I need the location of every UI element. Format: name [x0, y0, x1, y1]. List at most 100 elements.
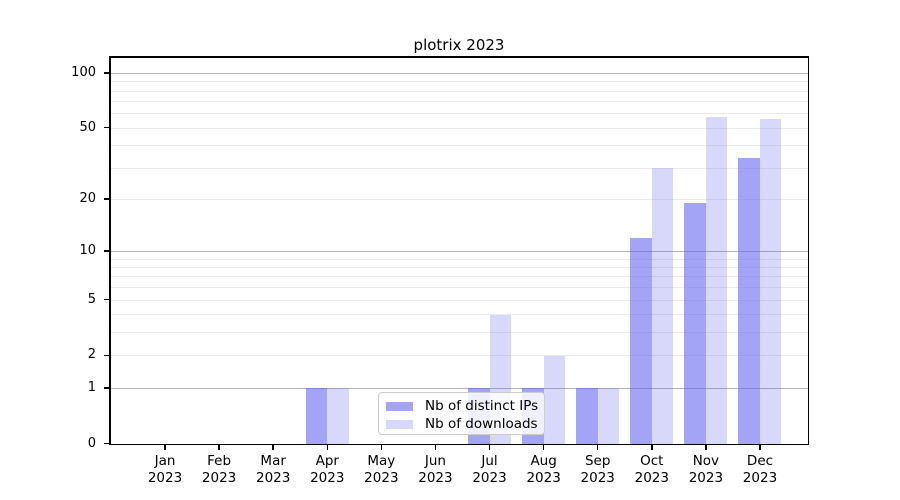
x-tick-label-line: Nov — [692, 452, 720, 469]
x-tick-label-line: Jan — [154, 452, 176, 469]
x-tick-label-line: 2023 — [310, 469, 345, 486]
x-tick-label-jun-2023: Jun 2023 — [408, 453, 462, 487]
y-tick-label-2: 2 — [87, 347, 96, 363]
x-tick-dec-2023 — [759, 445, 761, 450]
y-tick-20 — [104, 198, 109, 200]
plot-border-top — [109, 56, 809, 58]
y-tick-5 — [104, 298, 109, 301]
x-tick-label-line: Apr — [315, 452, 339, 469]
y-axis-line — [109, 56, 111, 445]
x-tick-jan-2023 — [164, 445, 166, 450]
x-tick-label-line: Aug — [530, 452, 557, 469]
bar-nb-of-downloads-apr-2023 — [327, 388, 349, 444]
x-tick-label-line: 2023 — [580, 469, 615, 486]
bar-nb-of-distinct-ips-dec-2023 — [738, 158, 760, 444]
gridline-minor-2 — [110, 355, 808, 357]
x-tick-label-line: Oct — [640, 452, 664, 469]
x-tick-label-line: Jun — [424, 452, 446, 469]
bar-nb-of-distinct-ips-nov-2023 — [684, 203, 706, 444]
x-tick-may-2023 — [380, 445, 383, 450]
x-tick-label-line: Feb — [207, 452, 232, 469]
x-tick-label-line: Sep — [584, 452, 611, 469]
y-tick-2 — [104, 354, 109, 356]
x-tick-label-sep-2023: Sep 2023 — [571, 453, 625, 487]
x-tick-label-apr-2023: Apr 2023 — [300, 453, 354, 487]
x-tick-sep-2023 — [596, 445, 599, 450]
legend: Nb of distinct IPs Nb of downloads — [378, 392, 545, 435]
x-tick-label-line: 2023 — [255, 469, 291, 486]
gridline-minor-90 — [110, 81, 808, 83]
bar-nb-of-downloads-oct-2023 — [651, 168, 674, 444]
gridline-major-100 — [110, 72, 808, 74]
legend-item-distinct-ips: Nb of distinct IPs — [386, 397, 539, 415]
x-tick-oct-2023 — [651, 445, 653, 450]
legend-swatch-distinct-ips — [386, 401, 413, 411]
x-tick-label-line: 2023 — [147, 469, 183, 486]
gridline-minor-40 — [110, 145, 808, 147]
x-tick-label-oct-2023: Oct 2023 — [625, 453, 679, 487]
gridline-minor-5 — [110, 299, 808, 301]
bar-nb-of-downloads-sep-2023 — [597, 388, 620, 444]
legend-label-distinct-ips: Nb of distinct IPs — [425, 398, 539, 414]
bar-nb-of-distinct-ips-sep-2023 — [576, 388, 598, 444]
gridline-major-1 — [110, 387, 808, 389]
gridline-major-10 — [110, 250, 808, 252]
gridline-minor-30 — [110, 167, 808, 169]
gridline-minor-70 — [110, 101, 808, 103]
legend-label-downloads: Nb of downloads — [425, 416, 538, 432]
x-tick-apr-2023 — [326, 445, 329, 450]
y-tick-label-100: 100 — [71, 64, 96, 80]
y-tick-10 — [104, 250, 109, 252]
y-tick-1 — [104, 387, 109, 389]
legend-swatch-downloads — [386, 419, 413, 429]
x-tick-nov-2023 — [705, 445, 707, 450]
x-tick-label-line: Dec — [746, 452, 774, 469]
y-tick-label-20: 20 — [79, 190, 96, 206]
x-tick-feb-2023 — [218, 445, 220, 450]
x-tick-aug-2023 — [542, 445, 545, 450]
bar-nb-of-downloads-nov-2023 — [705, 116, 728, 444]
x-tick-label-line: 2023 — [688, 469, 724, 486]
x-tick-label-jul-2023: Jul 2023 — [463, 453, 517, 487]
plot-border-right — [807, 56, 809, 445]
gridline-minor-6 — [110, 287, 808, 289]
bar-nb-of-distinct-ips-oct-2023 — [630, 238, 652, 444]
x-tick-label-aug-2023: Aug 2023 — [517, 453, 571, 487]
x-tick-label-feb-2023: Feb 2023 — [192, 453, 246, 487]
gridline-minor-4 — [110, 314, 808, 316]
x-tick-label-line: 2023 — [418, 469, 453, 486]
x-tick-jul-2023 — [488, 445, 491, 450]
x-tick-label-line: May — [367, 452, 396, 469]
x-tick-label-mar-2023: Mar 2023 — [246, 453, 300, 487]
gridline-minor-50 — [110, 127, 808, 129]
x-tick-label-may-2023: May 2023 — [354, 453, 408, 487]
legend-item-downloads: Nb of downloads — [386, 415, 538, 433]
x-tick-label-line: 2023 — [742, 469, 778, 486]
bar-nb-of-downloads-aug-2023 — [543, 355, 566, 444]
y-tick-label-50: 50 — [79, 119, 96, 135]
x-tick-label-line: 2023 — [526, 469, 561, 486]
gridline-minor-60 — [110, 113, 808, 115]
y-tick-label-1: 1 — [87, 379, 96, 395]
x-tick-label-nov-2023: Nov 2023 — [679, 453, 733, 487]
x-tick-label-line: 2023 — [201, 469, 237, 486]
x-tick-label-line: Jul — [481, 452, 498, 469]
gridline-minor-9 — [110, 258, 808, 260]
y-tick-100 — [104, 72, 109, 74]
x-tick-label-line: 2023 — [364, 469, 399, 486]
x-tick-mar-2023 — [272, 445, 274, 450]
x-tick-label-jan-2023: Jan 2023 — [138, 453, 192, 487]
x-axis-line — [109, 443, 809, 446]
bar-nb-of-downloads-dec-2023 — [759, 119, 782, 444]
y-tick-label-0: 0 — [87, 435, 96, 451]
chart-title: plotrix 2023 — [413, 36, 505, 54]
y-tick-50 — [104, 126, 109, 129]
gridline-minor-8 — [110, 267, 808, 269]
y-tick-label-5: 5 — [87, 291, 96, 307]
gridline-minor-20 — [110, 198, 808, 200]
gridline-minor-7 — [110, 276, 808, 278]
gridline-minor-3 — [110, 332, 808, 334]
y-tick-0 — [104, 442, 109, 445]
bar-nb-of-distinct-ips-apr-2023 — [305, 388, 328, 444]
